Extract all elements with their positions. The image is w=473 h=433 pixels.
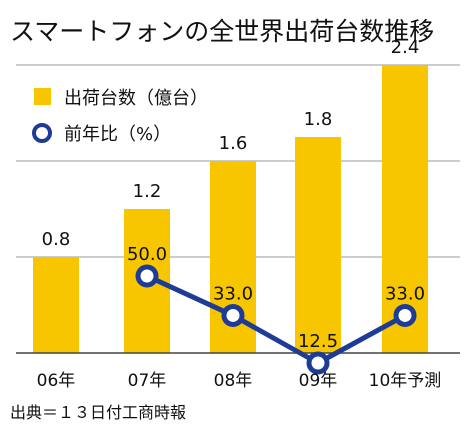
yoy-value-label: 33.0 [213, 283, 253, 304]
legend: 出荷台数（億台） 前年比（%） [32, 88, 208, 145]
legend-bar-swatch [34, 88, 51, 105]
yoy-value-labels: 50.0 33.0 12.5 33.0 [127, 244, 425, 352]
x-tick-label: 09年 [299, 371, 338, 391]
yoy-point [306, 351, 330, 375]
yoy-value-label: 50.0 [127, 244, 167, 265]
bar-series [33, 65, 428, 353]
legend-line-marker [32, 123, 52, 143]
bar-value-labels: 0.8 1.2 1.6 1.8 2.4 [42, 37, 420, 250]
yoy-point [135, 264, 159, 288]
x-tick-label: 06年 [37, 371, 76, 391]
yoy-point [221, 303, 245, 327]
yoy-line-series [135, 264, 417, 375]
bar-value-label: 1.2 [133, 181, 162, 202]
bar-value-label: 0.8 [42, 229, 71, 250]
chart-title: スマートフォンの全世界出荷台数推移 [10, 17, 434, 46]
yoy-value-label: 12.5 [298, 331, 338, 352]
bar-value-label: 2.4 [391, 37, 420, 58]
x-tick-label: 10年予測 [369, 371, 442, 391]
legend-bar-label: 出荷台数（億台） [64, 88, 208, 109]
yoy-point [393, 303, 417, 327]
bar [295, 137, 341, 353]
legend-line-label: 前年比（%） [64, 124, 171, 145]
yoy-line [145, 273, 407, 366]
source-note: 出典＝１３日付工商時報 [10, 403, 186, 422]
bar-value-label: 1.6 [219, 133, 248, 154]
x-tick-labels: 06年 07年 08年 09年 10年予測 [37, 371, 442, 391]
yoy-value-label: 33.0 [385, 283, 425, 304]
x-tick-label: 07年 [128, 371, 167, 391]
x-tick-label: 08年 [214, 371, 253, 391]
bar [33, 257, 79, 353]
bar-value-label: 1.8 [304, 109, 333, 130]
